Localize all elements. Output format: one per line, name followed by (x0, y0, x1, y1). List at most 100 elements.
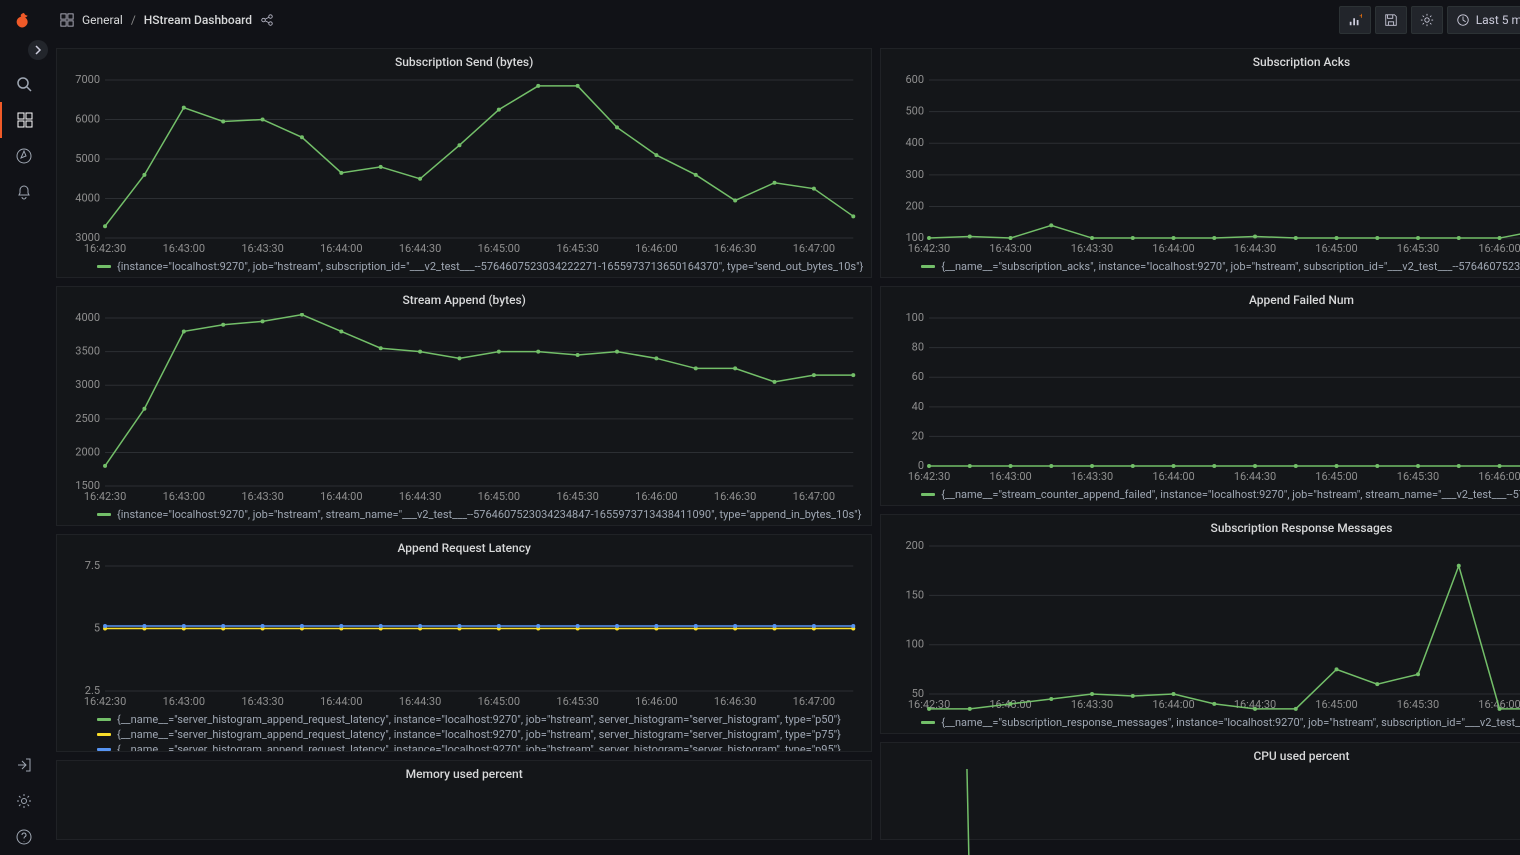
svg-text:4000: 4000 (75, 192, 100, 205)
svg-text:20: 20 (912, 429, 924, 442)
svg-text:16:44:00: 16:44:00 (320, 242, 362, 255)
panel-cpu[interactable]: CPU used percent 160 (880, 742, 1520, 840)
svg-text:16:43:00: 16:43:00 (990, 242, 1032, 255)
topbar: General / HStream Dashboard + Last 5 min… (48, 0, 1520, 40)
svg-text:16:44:30: 16:44:30 (399, 490, 441, 503)
legend-label[interactable]: {__name__="server_histogram_append_reque… (117, 713, 841, 726)
svg-text:150: 150 (906, 588, 925, 601)
panel-latency[interactable]: Append Request Latency 2.557.516:42:3016… (56, 534, 872, 752)
sidebar-config[interactable] (0, 783, 48, 819)
legend-label[interactable]: {instance="localhost:9270", job="hstream… (117, 508, 861, 521)
sidebar (0, 0, 48, 855)
sidebar-explore[interactable] (0, 138, 48, 174)
sidebar-dashboards[interactable] (0, 102, 48, 138)
save-icon (1384, 13, 1398, 27)
grafana-icon (13, 11, 35, 33)
gear-icon (1420, 13, 1434, 27)
time-picker[interactable]: Last 5 minutes (1447, 6, 1520, 34)
breadcrumb-folder[interactable]: General (82, 13, 123, 27)
panel-acks[interactable]: Subscription Acks 10020030040050060016:4… (880, 48, 1520, 278)
svg-text:200: 200 (906, 541, 925, 552)
add-panel-button[interactable]: + (1339, 6, 1371, 34)
svg-text:16:43:30: 16:43:30 (241, 490, 283, 503)
svg-text:16:46:00: 16:46:00 (1479, 470, 1520, 483)
svg-text:5: 5 (94, 622, 100, 635)
svg-text:500: 500 (906, 105, 925, 118)
svg-text:16:43:30: 16:43:30 (241, 695, 283, 708)
sidebar-help[interactable] (0, 819, 48, 855)
panel-memory[interactable]: Memory used percent (56, 760, 872, 840)
svg-text:80: 80 (912, 341, 924, 354)
panel-stream-append[interactable]: Stream Append (bytes) 150020002500300035… (56, 286, 872, 526)
legend: {__name__="subscription_response_message… (881, 714, 1520, 733)
svg-text:16:44:30: 16:44:30 (1234, 470, 1276, 483)
svg-text:40: 40 (912, 400, 924, 413)
chart: 10020030040050060016:42:3016:43:0016:43:… (889, 75, 1520, 258)
legend: {__name__="stream_counter_append_failed"… (881, 486, 1520, 505)
panel-title: Subscription Response Messages (881, 515, 1520, 541)
compass-icon (16, 148, 32, 164)
legend-label[interactable]: {__name__="server_histogram_append_reque… (117, 728, 841, 741)
panel-failed[interactable]: Append Failed Num 02040608010016:42:3016… (880, 286, 1520, 506)
save-button[interactable] (1375, 6, 1407, 34)
sidebar-alerting[interactable] (0, 174, 48, 210)
svg-text:16:46:30: 16:46:30 (714, 242, 756, 255)
legend-label[interactable]: {__name__="stream_counter_append_failed"… (941, 488, 1520, 501)
panel-subscription-send[interactable]: Subscription Send (bytes) 30004000500060… (56, 48, 872, 278)
svg-text:16:45:00: 16:45:00 (478, 490, 520, 503)
svg-text:16:42:30: 16:42:30 (908, 242, 950, 255)
svg-text:16:43:30: 16:43:30 (1071, 242, 1113, 255)
svg-text:60: 60 (912, 370, 924, 383)
bell-icon (16, 184, 32, 200)
search-icon (16, 76, 32, 92)
chart: 15002000250030003500400016:42:3016:43:00… (65, 313, 863, 506)
legend: {instance="localhost:9270", job="hstream… (57, 506, 871, 525)
page-title[interactable]: HStream Dashboard (144, 13, 252, 27)
svg-text:7.5: 7.5 (85, 561, 100, 572)
panel-title: Append Failed Num (881, 287, 1520, 313)
svg-text:16:45:30: 16:45:30 (556, 695, 598, 708)
sidebar-signin[interactable] (0, 747, 48, 783)
svg-text:3000: 3000 (75, 378, 100, 391)
grafana-logo[interactable] (10, 8, 38, 36)
clock-icon (1456, 13, 1470, 27)
svg-text:16:46:30: 16:46:30 (714, 695, 756, 708)
svg-text:6000: 6000 (75, 113, 100, 126)
legend-label[interactable]: {__name__="subscription_acks", instance=… (941, 260, 1520, 273)
svg-text:400: 400 (906, 136, 925, 149)
chart: 5010015020016:42:3016:43:0016:43:3016:44… (889, 541, 1520, 714)
svg-text:16:46:30: 16:46:30 (714, 490, 756, 503)
legend-label[interactable]: {instance="localhost:9270", job="hstream… (117, 260, 863, 273)
svg-text:16:43:00: 16:43:00 (163, 695, 205, 708)
sidebar-expand[interactable] (28, 40, 48, 60)
chart: 160 (889, 769, 1520, 855)
chevron-right-icon (33, 45, 43, 55)
signin-icon (16, 757, 32, 773)
panel-title: Subscription Send (bytes) (57, 49, 871, 75)
sidebar-search[interactable] (0, 66, 48, 102)
legend: {instance="localhost:9270", job="hstream… (57, 258, 871, 277)
svg-text:3500: 3500 (75, 345, 100, 358)
svg-text:16:43:30: 16:43:30 (1071, 698, 1113, 711)
svg-text:16:46:00: 16:46:00 (635, 490, 677, 503)
svg-text:4000: 4000 (75, 313, 100, 324)
svg-text:16:47:00: 16:47:00 (793, 242, 835, 255)
svg-text:16:42:30: 16:42:30 (908, 470, 950, 483)
panel-response[interactable]: Subscription Response Messages 501001502… (880, 514, 1520, 734)
svg-text:16:47:00: 16:47:00 (793, 490, 835, 503)
svg-text:2500: 2500 (75, 412, 100, 425)
svg-text:16:42:30: 16:42:30 (84, 695, 126, 708)
svg-text:16:44:30: 16:44:30 (399, 695, 441, 708)
panel-title: Memory used percent (57, 761, 871, 787)
apps-icon (17, 112, 33, 128)
svg-text:100: 100 (906, 313, 925, 324)
svg-text:16:44:00: 16:44:00 (1153, 242, 1195, 255)
svg-text:16:45:30: 16:45:30 (1397, 698, 1439, 711)
legend-label[interactable]: {__name__="server_histogram_append_reque… (117, 743, 841, 751)
settings-button[interactable] (1411, 6, 1443, 34)
svg-text:16:45:30: 16:45:30 (556, 242, 598, 255)
legend-label[interactable]: {__name__="subscription_response_message… (941, 716, 1520, 729)
chart: 02040608010016:42:3016:43:0016:43:3016:4… (889, 313, 1520, 486)
svg-text:16:45:30: 16:45:30 (1397, 470, 1439, 483)
share-icon[interactable] (260, 13, 274, 27)
